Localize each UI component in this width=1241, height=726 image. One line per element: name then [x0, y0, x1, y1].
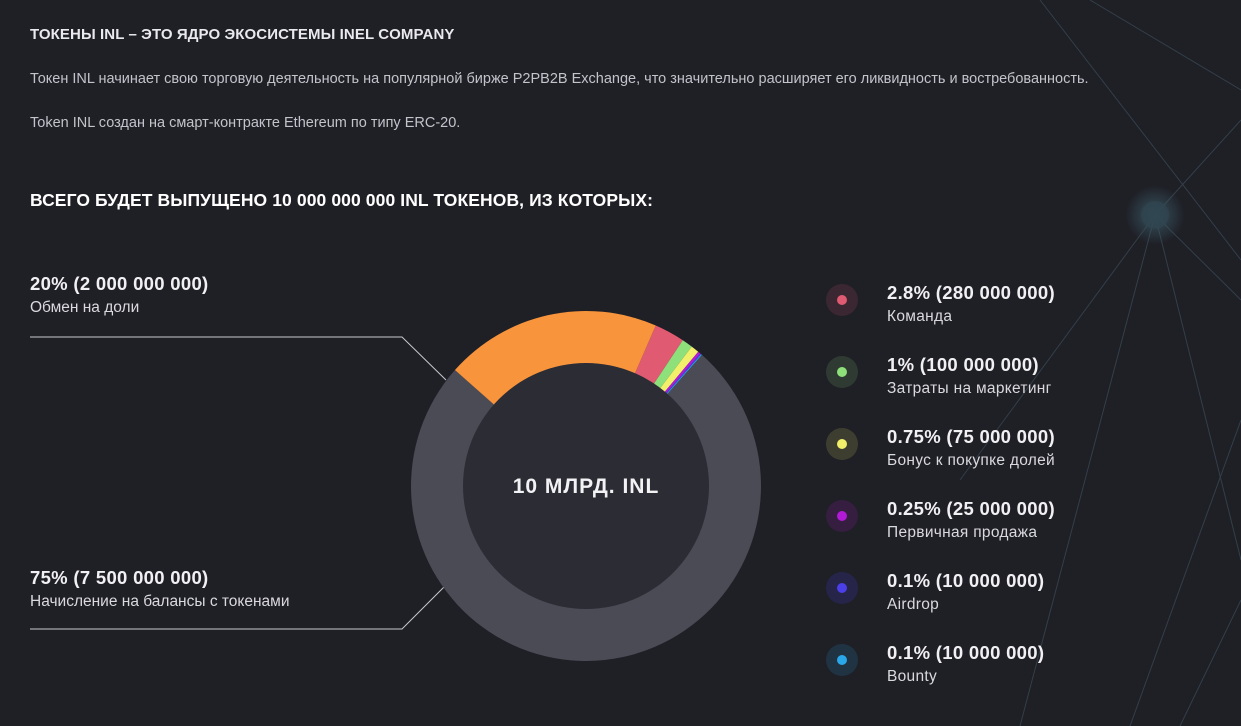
- legend-caption: Бонус к покупке долей: [887, 452, 1056, 469]
- contract-paragraph: Token INL создан на смарт-контракте Ethe…: [30, 115, 461, 131]
- donut-center-label: 10 МЛРД. INL: [513, 475, 660, 498]
- legend-dot-halo: [826, 500, 858, 532]
- legend-dot-team: [837, 295, 847, 305]
- legend-dot-halo: [826, 284, 858, 316]
- legend-caption: Команда: [887, 308, 953, 325]
- legend-value: 1% (100 000 000): [887, 354, 1039, 375]
- label-exchange-shares-caption: Обмен на доли: [30, 299, 140, 316]
- legend-value: 0.75% (75 000 000): [887, 426, 1055, 447]
- legend-value: 0.25% (25 000 000): [887, 498, 1055, 519]
- legend-value: 0.1% (10 000 000): [887, 570, 1045, 591]
- legend-caption: Затраты на маркетинг: [887, 380, 1052, 397]
- intro-paragraph: Токен INL начинает свою торговую деятель…: [30, 71, 1089, 87]
- legend-dot-halo: [826, 428, 858, 460]
- legend-caption: Airdrop: [887, 596, 940, 613]
- page-title: ТОКЕНЫ INL – ЭТО ЯДРО ЭКОСИСТЕМЫ INEL CO…: [30, 26, 455, 43]
- legend-caption: Первичная продажа: [887, 524, 1038, 541]
- leader-line-bottom: [30, 584, 447, 630]
- label-balance-accrual: 75% (7 500 000 000) Начисление на баланс…: [30, 567, 290, 611]
- label-balance-accrual-value: 75% (7 500 000 000): [30, 567, 209, 588]
- legend-dot-airdrop: [837, 583, 847, 593]
- label-exchange-shares: 20% (2 000 000 000) Обмен на доли: [30, 273, 209, 317]
- legend-dot-halo: [826, 572, 858, 604]
- legend-dot-bonus: [837, 439, 847, 449]
- legend-caption: Bounty: [887, 668, 938, 685]
- legend-value: 2.8% (280 000 000): [887, 282, 1055, 303]
- legend-dot-halo: [826, 644, 858, 676]
- legend-dot-bounty: [837, 655, 847, 665]
- label-balance-accrual-caption: Начисление на балансы с токенами: [30, 593, 290, 610]
- donut-hole: [463, 363, 709, 609]
- legend-dot-halo: [826, 356, 858, 388]
- label-exchange-shares-value: 20% (2 000 000 000): [30, 273, 209, 294]
- section-heading: ВСЕГО БУДЕТ ВЫПУЩЕНО 10 000 000 000 INL …: [30, 190, 654, 210]
- leader-line-top: [30, 336, 447, 381]
- donut-chart: 10 МЛРД. INL: [411, 311, 761, 661]
- legend-value: 0.1% (10 000 000): [887, 642, 1045, 663]
- legend-dot-marketing: [837, 367, 847, 377]
- legend-dot-presale: [837, 511, 847, 521]
